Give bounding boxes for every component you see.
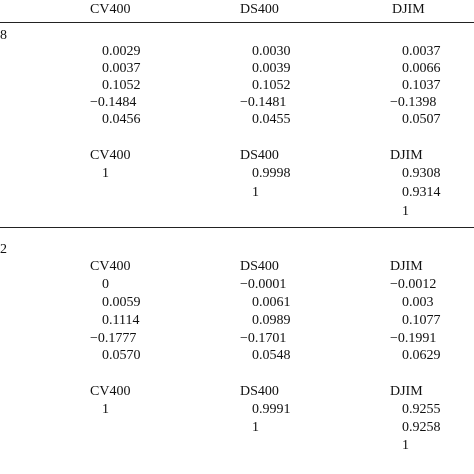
- panel2-cell: −0.1701: [240, 331, 287, 346]
- panel1-cell: 0.0037: [402, 44, 441, 59]
- panel1-cell: 0.0507: [402, 112, 441, 127]
- panel2-cell: 0.003: [402, 295, 434, 310]
- panel2-cell: −0.0012: [390, 277, 437, 292]
- panel2-cell: 0.1077: [402, 313, 441, 328]
- panel2-header-djim: DJIM: [390, 259, 423, 274]
- panel2-label: 2: [0, 242, 7, 257]
- panel-divider: [0, 227, 474, 228]
- panel2-cell: 0: [102, 277, 109, 292]
- panel1-cell: −0.1481: [240, 95, 287, 110]
- panel1-cell: 0.0066: [402, 61, 441, 76]
- header-cv400: CV400: [90, 2, 131, 17]
- panel2-cell: 0.0548: [252, 348, 291, 363]
- panel2-corr-cell: 0.9255: [402, 402, 441, 417]
- panel1-corr-cell: 1: [402, 204, 409, 219]
- panel2-cell: −0.1991: [390, 331, 437, 346]
- panel2-cell: 0.0061: [252, 295, 291, 310]
- panel1-cell: 0.1052: [102, 78, 141, 93]
- panel2-header-cv400: CV400: [90, 259, 131, 274]
- panel2-cell: −0.1777: [90, 331, 137, 346]
- panel2-cell: 0.0989: [252, 313, 291, 328]
- header-ds400: DS400: [240, 2, 279, 17]
- panel2-corr-header-ds400: DS400: [240, 384, 279, 399]
- header-rule: [0, 22, 474, 23]
- panel1-cell: 0.0029: [102, 44, 141, 59]
- panel1-cell: 0.0039: [252, 61, 291, 76]
- panel1-corr-cell: 1: [252, 185, 259, 200]
- panel2-corr-header-cv400: CV400: [90, 384, 131, 399]
- panel2-cell: 0.0059: [102, 295, 141, 310]
- panel1-corr-header-cv400: CV400: [90, 148, 131, 163]
- panel1-cell: 0.0037: [102, 61, 141, 76]
- panel1-corr-header-ds400: DS400: [240, 148, 279, 163]
- panel2-corr-cell: 1: [102, 402, 109, 417]
- panel1-cell: 0.0030: [252, 44, 291, 59]
- panel2-corr-cell: 0.9258: [402, 420, 441, 435]
- header-djim: DJIM: [392, 2, 425, 17]
- panel2-cell: −0.0001: [240, 277, 287, 292]
- panel2-cell: 0.0629: [402, 348, 441, 363]
- panel1-corr-cell: 1: [102, 166, 109, 181]
- panel2-cell: 0.0570: [102, 348, 141, 363]
- panel2-cell: 0.1114: [102, 313, 140, 328]
- panel1-cell: 0.0455: [252, 112, 291, 127]
- panel1-cell: 0.0456: [102, 112, 141, 127]
- panel1-cell: −0.1484: [90, 95, 137, 110]
- panel2-corr-cell: 1: [402, 438, 409, 453]
- panel1-label: 8: [0, 28, 7, 43]
- panel1-corr-cell: 0.9998: [252, 166, 291, 181]
- panel2-corr-header-djim: DJIM: [390, 384, 423, 399]
- panel1-cell: 0.1037: [402, 78, 441, 93]
- panel2-header-ds400: DS400: [240, 259, 279, 274]
- panel2-corr-cell: 0.9991: [252, 402, 291, 417]
- panel1-cell: 0.1052: [252, 78, 291, 93]
- panel1-corr-cell: 0.9308: [402, 166, 441, 181]
- panel2-corr-cell: 1: [252, 420, 259, 435]
- panel1-corr-cell: 0.9314: [402, 185, 441, 200]
- panel1-cell: −0.1398: [390, 95, 437, 110]
- panel1-corr-header-djim: DJIM: [390, 148, 423, 163]
